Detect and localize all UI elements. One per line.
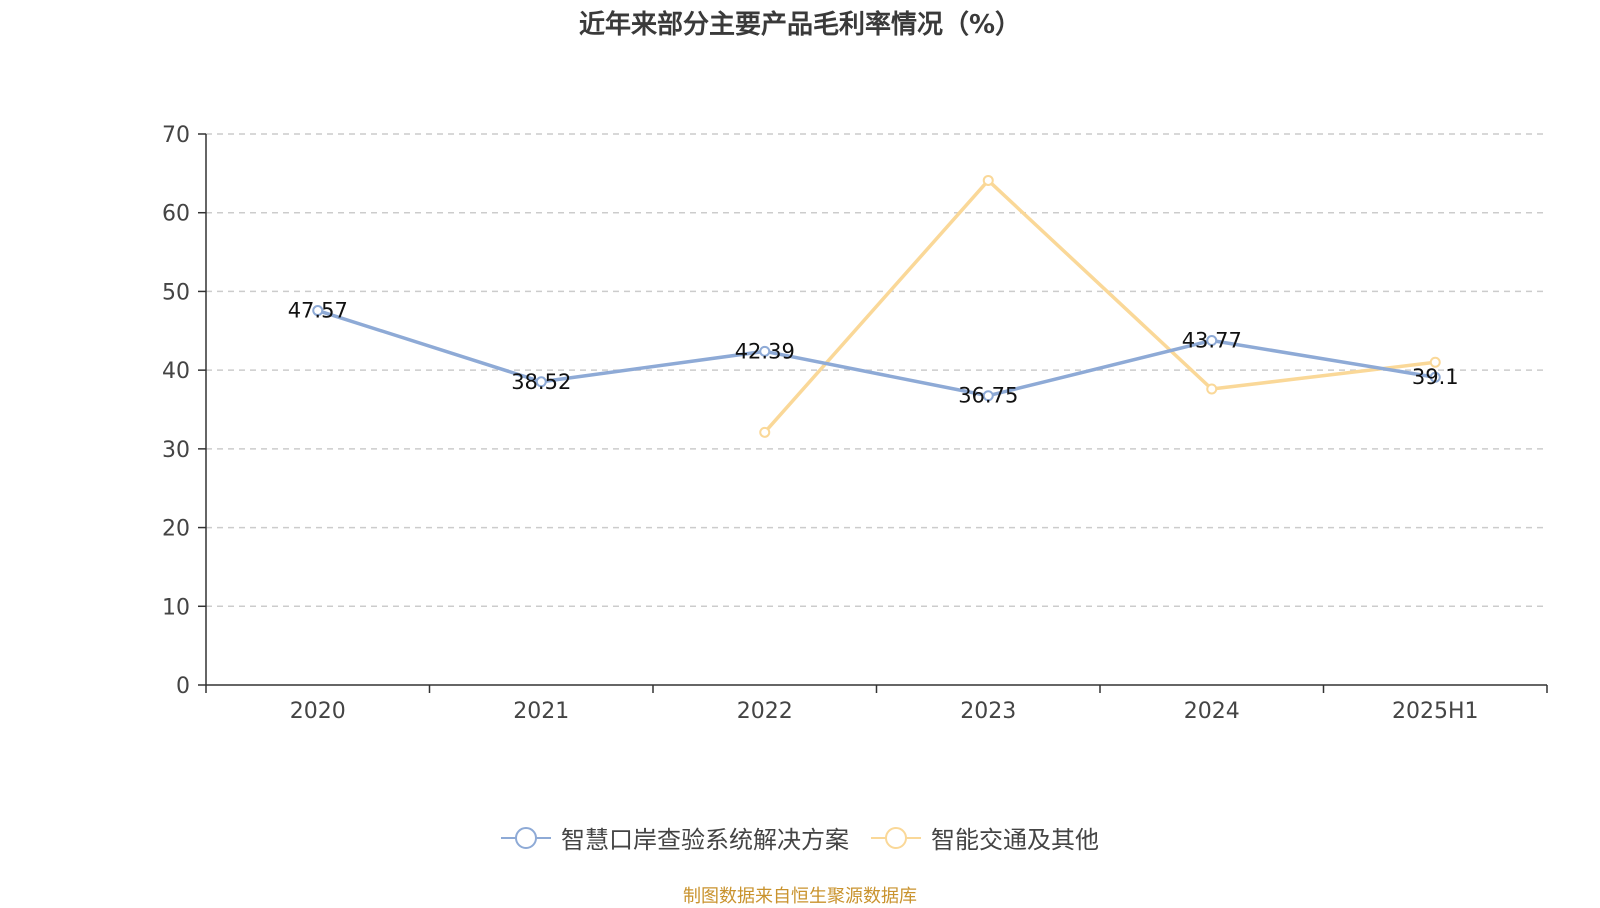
y-tick-label: 0 [176,674,190,699]
y-tick-label: 70 [162,123,190,148]
legend-label-series-2: 智能交通及其他 [931,826,1099,854]
legend: 智慧口岸查验系统解决方案 智能交通及其他 [0,820,1600,855]
data-point-series-2 [1206,383,1218,395]
data-label-series-1: 39.1 [1412,365,1459,389]
axes: 0 10 20 30 40 50 60 70 2020 2021 2022 2023 2024 2025H… [162,123,1548,724]
legend-marker-series-1 [501,825,551,851]
data-label-series-1: 36.75 [958,384,1018,408]
data-point-series-2 [759,426,771,438]
legend-marker-series-2 [871,825,921,851]
data-point-series-2 [982,174,994,186]
data-point-series-1 [982,390,994,402]
source-note: 制图数据来自恒生聚源数据库 [683,886,917,907]
grid-lines [206,133,1547,608]
data-label-series-1: 47.57 [288,299,348,323]
data-label-series-1: 43.77 [1182,328,1242,352]
y-tick-label: 10 [162,595,190,620]
x-tick-label: 2022 [737,699,793,724]
data-label-series-1: 38.52 [511,370,571,394]
y-tick-label: 50 [162,280,190,305]
data-point-series-1 [535,376,547,388]
data-point-series-1 [312,305,324,317]
x-tick-label: 2023 [960,699,1016,724]
data-label-series-1: 42.39 [735,339,795,363]
series-line-1 [317,308,1436,398]
x-tick-label: 2021 [513,699,569,724]
x-tick-label: 2020 [290,699,346,724]
data-labels: 47.57 38.52 42.39 36.75 43.77 39.1 [288,299,1459,408]
data-point-series-1 [759,345,771,357]
legend-label-series-1: 智慧口岸查验系统解决方案 [561,826,849,854]
legend-item-series-2[interactable]: 智能交通及其他 [871,820,1099,855]
legend-item-series-1[interactable]: 智慧口岸查验系统解决方案 [501,820,849,855]
data-point-series-1 [1206,334,1218,346]
y-tick-label: 40 [162,359,190,384]
x-tick-label: 2024 [1184,699,1240,724]
x-tick-label: 2025H1 [1392,699,1479,724]
y-tick-label: 60 [162,202,190,227]
data-point-series-1 [1429,371,1441,383]
chart-title: 近年来部分主要产品毛利率情况（%） [578,10,1022,40]
series-line-2 [763,178,1436,434]
y-tick-label: 20 [162,517,190,542]
y-tick-label: 30 [162,438,190,463]
data-point-series-2 [1429,356,1441,368]
series-lines [312,174,1441,438]
